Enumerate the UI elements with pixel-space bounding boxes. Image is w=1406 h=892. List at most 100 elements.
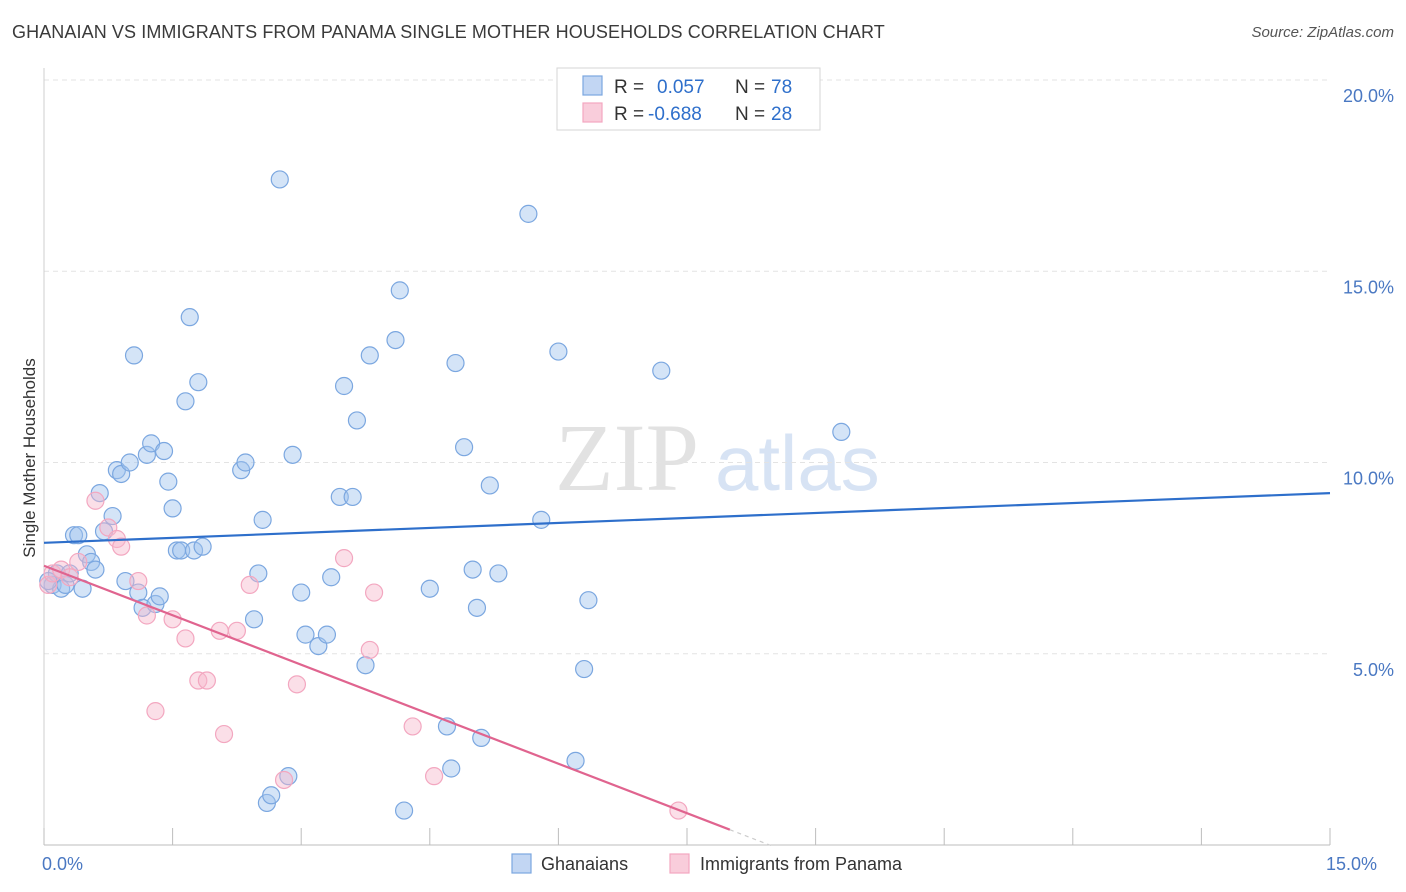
stats-pink-n-value: 28 [771,104,792,125]
axes [43,68,1331,846]
ghanaians-point [467,598,487,617]
ghanaians-point [652,361,671,380]
ghanaians-point [236,453,255,472]
panama-point [360,640,379,660]
trend-lines [43,492,1331,847]
ghanaians-point [446,353,465,373]
ghanaians-point [442,759,461,778]
ghanaians-point [244,610,264,629]
ghanaians-point [463,560,482,579]
panama-point [424,767,444,786]
ghanaians-point [189,373,208,392]
ghanaians-point [120,453,139,472]
ghanaians-point [292,583,311,602]
stats-box: R = 0.057 N = 78 R = -0.688 N = 28 [556,67,821,131]
panama-point [240,575,259,595]
panama-trend-line [43,564,731,831]
ghanaians-point [116,571,135,591]
stats-pink-swatch [582,102,603,123]
ghanaians-point [150,587,169,606]
x-tick-min: 0.0% [42,854,83,874]
ghanaians-point [253,510,272,529]
y-tick-label: 15.0% [1343,277,1394,297]
ghanaians-point [283,445,302,464]
ghanaians-point [356,656,375,675]
y-tick-label: 10.0% [1343,469,1394,489]
panama-point [334,549,354,568]
y-tick-label: 20.0% [1343,86,1394,106]
ghanaians-point [390,281,409,300]
ghanaians-point [193,537,212,556]
legend-ghanaians: Ghanaians [541,854,628,874]
legend-blue-swatch [511,853,532,874]
chart-title: GHANAIAN VS IMMIGRANTS FROM PANAMA SINGL… [12,22,885,42]
y-axis-label: Single Mother Households [20,358,39,557]
panama-point [197,671,216,690]
ghanaians-trend-line [43,492,1331,544]
panama-point [112,537,131,556]
panama-point [137,606,156,625]
ghanaians-point [176,392,195,411]
ghanaians-point [394,801,414,820]
panama-point [287,675,307,694]
stats-blue-r-label: R = [614,77,644,98]
ghanaians-point [532,510,551,529]
panama-point [274,770,294,790]
ghanaians-point [64,526,84,545]
ghanaians-point [124,346,144,365]
ghanaians-point [69,526,88,545]
stats-blue-swatch [582,75,603,96]
ghanaians-point [832,422,851,441]
ghanaians-point [549,342,568,361]
ghanaians-point [262,786,281,805]
ghanaians-point [347,411,367,430]
ghanaians-point [386,331,405,350]
ghanaians-point [180,308,199,327]
ghanaians-point [420,579,439,598]
stats-pink-r-value: -0.688 [648,104,702,125]
grid-lines [44,79,1330,655]
ghanaians-point [103,506,122,526]
ghanaians-point [454,438,474,457]
watermark-atlas: atlas [715,419,880,507]
panama-trend-extension [729,829,773,847]
ghanaians-point [566,751,585,770]
ghanaians-point [154,441,174,461]
ghanaians-point [360,346,379,365]
stats-pink-r-label: R = [614,104,644,125]
y-tick-labels: 5.0% 10.0% 15.0% 20.0% [1343,86,1394,680]
ghanaians-point [317,625,337,644]
stats-pink-n-label: N = [735,104,765,125]
ghanaians-point [184,541,204,560]
watermark-zip: ZIP [555,404,699,511]
legend-panama: Immigrants from Panama [700,854,903,874]
chart-source: Source: ZipAtlas.com [1251,24,1394,41]
ghanaians-point [480,476,499,495]
panama-point [69,552,88,572]
ghanaians-point [330,487,349,507]
panama-point [129,571,148,591]
ghanaians-point [489,564,508,583]
legend-pink-swatch [669,853,690,874]
panama-point [176,629,195,648]
ghanaians-point [334,376,354,396]
x-tick-max: 15.0% [1326,854,1377,874]
ghanaians-point [163,499,182,518]
stats-blue-r-value: 0.057 [657,77,705,98]
panama-point [364,583,384,602]
panama-point [86,491,105,510]
y-tick-label: 5.0% [1353,660,1394,680]
legend: Ghanaians Immigrants from Panama [511,853,903,874]
ghanaians-point [575,659,594,679]
ghanaians-point [159,472,178,491]
panama-point [403,717,422,736]
ghanaians-point [579,591,598,610]
panama-point [214,724,234,744]
ghanaians-point [172,541,191,560]
stats-blue-n-label: N = [735,77,765,98]
ghanaians-point [270,170,289,189]
panama-point [39,575,58,595]
panama-point [146,702,165,721]
ghanaians-point [86,560,105,579]
